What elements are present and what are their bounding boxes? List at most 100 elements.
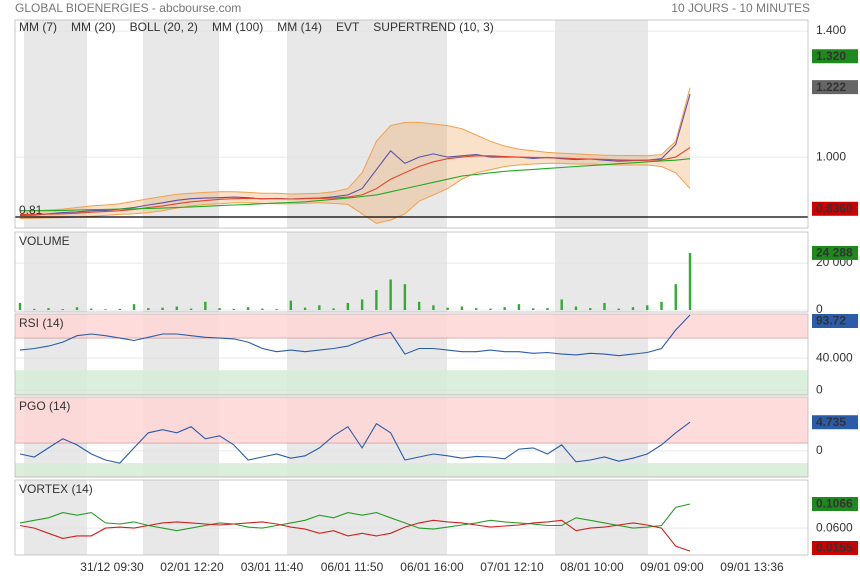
volume-bar [389, 279, 392, 311]
reference-label: 0.81 [19, 203, 43, 217]
volume-bar [660, 301, 663, 311]
panel-title: VOLUME [19, 234, 70, 248]
x-tick-label: 31/12 09:30 [80, 560, 144, 574]
line [19, 314, 691, 357]
y-tick-label: 0 [816, 302, 823, 316]
value-box [812, 201, 858, 216]
line [19, 421, 691, 464]
legend-entry: MM (100) [212, 20, 263, 34]
volume-bar [218, 308, 221, 311]
volume-bar [33, 308, 36, 311]
session-shade [287, 480, 447, 555]
volume-bar [332, 308, 335, 311]
volume-bar [318, 305, 321, 311]
y-tick-label: 40.000 [816, 350, 853, 364]
volume-bar [189, 308, 193, 311]
volume-bar [303, 307, 307, 311]
panel-title: VORTEX (14) [19, 482, 93, 496]
volume-bar [175, 306, 179, 311]
zone [15, 463, 808, 477]
legend-entry: BOLL (20, 2) [130, 20, 198, 34]
volume-bar [61, 309, 64, 311]
volume-bar [360, 299, 364, 311]
volume-bar [432, 305, 435, 311]
bollinger-upper [20, 87, 691, 212]
volume-bar [403, 284, 407, 311]
volume-bar [446, 307, 449, 311]
line [20, 147, 691, 215]
volume-bar [75, 307, 79, 311]
value-box-label: 1.320 [816, 49, 846, 63]
session-shade [24, 232, 87, 312]
panel-title: RSI (14) [19, 316, 64, 330]
legend-entry: MM (7) [19, 20, 57, 34]
volume-bar [90, 308, 93, 311]
volume-bar [275, 309, 278, 311]
panel-border [14, 313, 809, 396]
y-tick-label: 1.400 [816, 23, 846, 37]
volume-bar [147, 308, 150, 311]
volume-bar [603, 302, 606, 311]
volume-bar [261, 308, 264, 311]
volume-bar [118, 308, 121, 311]
value-box [812, 415, 858, 430]
session-shade [555, 480, 648, 555]
line [20, 158, 691, 212]
session-shade [24, 480, 87, 555]
panel-border [14, 479, 809, 556]
volume-bar [246, 307, 250, 311]
value-box-label: 4.735 [816, 415, 846, 429]
x-tick-label: 09/01 09:00 [640, 560, 704, 574]
volume-bar [489, 308, 492, 311]
value-box [812, 49, 858, 64]
volume-bar [474, 308, 478, 311]
volume-bar [161, 307, 164, 311]
volume-bar [646, 305, 649, 311]
volume-bar [18, 302, 22, 311]
panel-border [14, 231, 809, 313]
volume-bar [47, 308, 50, 311]
y-tick-label: 0.0600 [816, 520, 853, 534]
zone [15, 370, 808, 395]
volume-bar [375, 290, 378, 311]
volume-bar [503, 307, 506, 311]
line [19, 503, 691, 532]
volume-bar [631, 307, 635, 311]
volume-bar [589, 308, 592, 311]
panel-border [14, 19, 809, 229]
x-tick-label: 08/01 10:00 [560, 560, 624, 574]
session-shade [143, 20, 219, 228]
session-shade [555, 232, 648, 312]
volume-bar [132, 304, 136, 311]
x-tick-label: 03/01 11:40 [241, 560, 304, 574]
panel-title: PGO (14) [19, 399, 70, 413]
session-shade [143, 480, 219, 555]
line [19, 93, 691, 216]
y-tick-label: 0 [816, 443, 823, 457]
value-box [812, 497, 858, 511]
volume-bar [460, 306, 464, 311]
y-tick-label: 1.000 [816, 149, 846, 163]
value-box [812, 245, 858, 260]
y-tick-label: 0 [816, 382, 823, 396]
volume-bar [517, 304, 521, 311]
period: 10 JOURS - 10 MINUTES [671, 1, 810, 15]
legend-entry: SUPERTREND (10, 3) [373, 20, 493, 34]
legend-entry: EVT [336, 20, 360, 34]
zone [15, 397, 808, 444]
bollinger-lower [19, 162, 691, 224]
value-box-label: 1.222 [816, 80, 846, 94]
volume-bar [674, 284, 677, 311]
value-box-label: 24 288 [816, 246, 853, 260]
x-tick-label: 02/01 12:20 [160, 560, 224, 574]
x-tick-label: 06/01 16:00 [400, 560, 464, 574]
value-box-label: 0.0155 [816, 541, 853, 555]
value-box [812, 314, 858, 328]
value-box-label: 0.1066 [816, 497, 853, 511]
zone [15, 314, 808, 339]
volume-bar [289, 300, 293, 311]
session-shade [143, 232, 219, 312]
volume-bar [232, 308, 236, 311]
line [19, 519, 691, 552]
